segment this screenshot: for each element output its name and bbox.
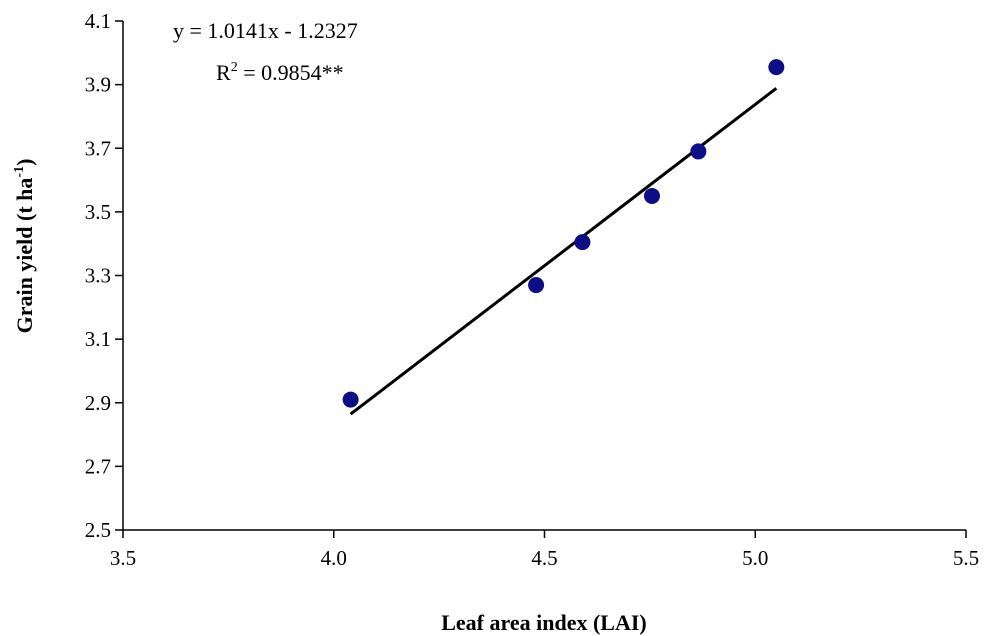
- x-tick-label: 5.0: [742, 546, 768, 570]
- r-squared-value: = 0.9854**: [238, 60, 344, 85]
- y-tick-label: 2.5: [85, 518, 111, 542]
- data-point: [574, 234, 591, 251]
- data-point: [643, 187, 660, 204]
- data-point: [342, 391, 359, 408]
- y-tick-label: 2.7: [85, 454, 111, 478]
- y-tick-label: 2.9: [85, 391, 111, 415]
- x-axis-title: Leaf area index (LAI): [441, 610, 647, 635]
- y-tick-label: 3.1: [85, 327, 111, 351]
- y-tick-label: 3.9: [85, 73, 111, 97]
- y-tick-label: 3.5: [85, 200, 111, 224]
- x-tick-label: 5.5: [953, 546, 979, 570]
- axes: [122, 21, 966, 531]
- x-tick-label: 4.0: [321, 546, 347, 570]
- y-axis-title-superscript: -1: [12, 166, 27, 178]
- y-axis-title: Grain yield (t ha-1): [12, 159, 37, 334]
- y-axis-title-close: ): [12, 159, 37, 166]
- r-squared-label: R2 = 0.9854**: [216, 60, 344, 85]
- y-tick-label: 4.1: [85, 9, 111, 33]
- x-tick-label: 3.5: [110, 546, 136, 570]
- data-points: [342, 59, 785, 408]
- data-point: [690, 143, 707, 160]
- data-point: [768, 59, 785, 76]
- y-axis-title-main: Grain yield (t ha: [12, 178, 37, 334]
- trendline: [349, 87, 778, 416]
- data-point: [528, 277, 545, 294]
- r-squared-superscript: 2: [231, 60, 238, 75]
- x-axis-ticks: 3.5 4.0 4.5 5.0 5.5: [110, 530, 979, 570]
- y-tick-label: 3.7: [85, 136, 111, 160]
- equation-label: y = 1.0141x - 1.2327: [173, 18, 358, 43]
- y-axis-ticks: 2.5 2.7 2.9 3.1 3.3 3.5 3.7 3.9 4.1: [85, 9, 123, 542]
- x-tick-label: 4.5: [531, 546, 557, 570]
- r-squared-prefix: R: [216, 60, 231, 85]
- y-tick-label: 3.3: [85, 264, 111, 288]
